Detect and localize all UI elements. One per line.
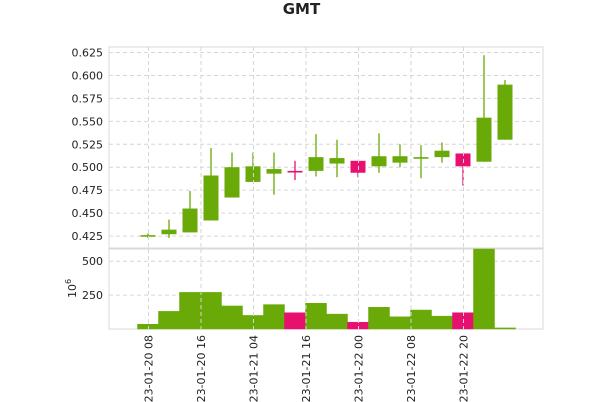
volume-bar <box>473 248 495 330</box>
candle-body <box>203 175 219 221</box>
price-tick-label: 0.525 <box>72 138 104 151</box>
candle-body <box>182 208 198 233</box>
volume-tick-labels: 250 500 <box>82 255 103 302</box>
volume-bar <box>389 316 411 330</box>
candles <box>140 55 513 238</box>
price-tick-label: 0.500 <box>72 161 104 174</box>
volume-tick-label: 500 <box>82 255 103 268</box>
price-tick-label: 0.425 <box>72 230 104 243</box>
candle-body <box>161 229 177 235</box>
candle-body <box>140 235 156 237</box>
volume-bar <box>368 307 390 330</box>
candle-body <box>287 170 303 173</box>
price-panel: 0.425 0.450 0.475 0.500 0.525 0.550 0.575 0.600… <box>72 46 544 249</box>
x-tick-label: 2023-01-21 16 <box>300 335 313 402</box>
candle-body <box>371 156 387 167</box>
volume-bar <box>263 304 285 330</box>
volume-bar <box>431 315 453 330</box>
price-tick-label: 0.550 <box>72 115 104 128</box>
price-tick-labels: 0.425 0.450 0.475 0.500 0.525 0.550 0.575 0.600… <box>72 47 104 244</box>
x-tick-label: 2023-01-22 00 <box>353 335 366 402</box>
volume-bar <box>284 312 306 330</box>
candle-body <box>413 157 429 159</box>
x-tick-label: 2023-01-21 04 <box>248 335 261 402</box>
price-tick-label: 0.475 <box>72 184 104 197</box>
volume-bar <box>200 292 222 330</box>
volume-bar <box>179 292 201 330</box>
x-gridlines <box>148 47 464 329</box>
candle-body <box>392 156 408 163</box>
chart-title: GMT <box>282 0 321 18</box>
candle-body <box>476 117 492 162</box>
x-tick-label: 2023-01-20 16 <box>195 335 208 402</box>
x-tick-labels: 2023-01-20 08 2023-01-20 16 2023-01-21 04 2… <box>143 335 471 402</box>
x-tick-label: 2023-01-20 08 <box>143 335 156 402</box>
candle-body <box>434 150 450 158</box>
volume-bar <box>494 327 516 330</box>
candle-body <box>497 84 513 140</box>
volume-bar <box>158 311 180 330</box>
price-panel-frame <box>108 46 544 249</box>
price-tick-label: 0.625 <box>72 47 104 60</box>
price-tick-label: 0.450 <box>72 207 104 220</box>
volume-panel: 250 500 106 <box>64 248 544 330</box>
volume-bar <box>221 305 243 330</box>
price-tick-label: 0.600 <box>72 69 104 82</box>
volume-bar <box>326 313 348 330</box>
candle-body <box>266 169 282 174</box>
price-tick-label: 0.575 <box>72 92 104 105</box>
volume-bars <box>137 248 516 330</box>
volume-scale-label: 106 <box>64 279 79 298</box>
x-tick-label: 2023-01-22 20 <box>458 335 471 402</box>
volume-tick-label: 250 <box>82 289 103 302</box>
volume-bar <box>305 302 327 330</box>
volume-bar <box>410 309 432 330</box>
x-tick-label: 2023-01-22 08 <box>405 335 418 402</box>
candle-body <box>224 167 240 198</box>
candle-body <box>329 158 345 164</box>
price-gridlines <box>109 52 543 237</box>
candle-body <box>308 157 324 171</box>
